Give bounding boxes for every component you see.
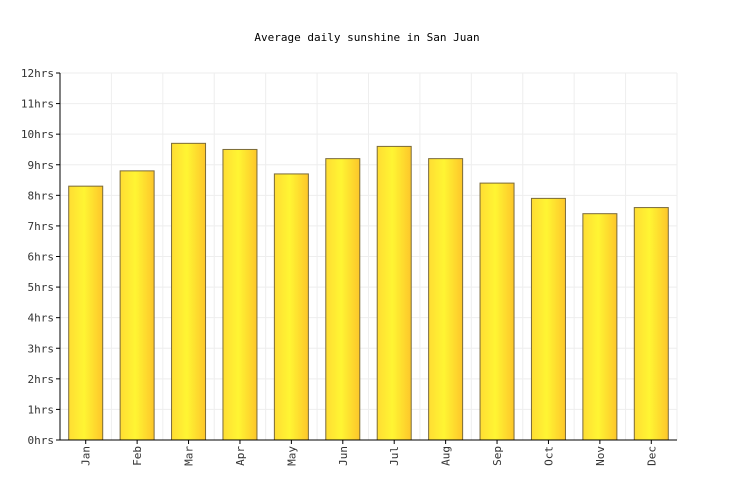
x-tick-label: Jun <box>337 446 350 466</box>
y-tick-label: 3hrs <box>28 342 55 355</box>
bar-sep <box>479 182 515 441</box>
y-tick-label: 4hrs <box>28 312 55 325</box>
y-tick-label: 6hrs <box>28 251 55 264</box>
bar-oct <box>530 197 566 441</box>
y-tick-label: 8hrs <box>28 189 55 202</box>
bar-dec <box>633 207 669 441</box>
y-tick-label: 10hrs <box>21 128 54 141</box>
bar-apr <box>222 148 258 441</box>
y-tick-label: 12hrs <box>21 67 54 80</box>
x-tick-label: May <box>285 446 298 466</box>
x-tick-label: Sep <box>491 446 504 466</box>
x-tick-label: Mar <box>183 446 196 466</box>
y-tick-label: 11hrs <box>21 98 54 111</box>
chart-title: Average daily sunshine in San Juan <box>254 31 479 44</box>
y-tick-label: 0hrs <box>28 434 55 447</box>
bar-mar <box>171 142 207 441</box>
x-tick-label: Dec <box>645 446 658 466</box>
bar-nov <box>582 213 618 441</box>
x-tick-label: Apr <box>234 446 247 466</box>
x-tick-label: Nov <box>594 446 607 466</box>
x-tick-label: Oct <box>542 446 555 466</box>
y-tick-label: 5hrs <box>28 281 55 294</box>
x-tick-label: Jan <box>80 446 93 466</box>
y-tick-label: 9hrs <box>28 159 55 172</box>
y-tick-label: 7hrs <box>28 220 55 233</box>
bar-aug <box>428 158 464 441</box>
x-tick-label: Jul <box>388 446 401 466</box>
bar-jun <box>325 158 361 441</box>
bar-jan <box>68 185 104 441</box>
x-tick-label: Feb <box>131 446 144 466</box>
y-axis-ticks: 0hrs 1hrs 2hrs 3hrs 4hrs 5hrs 6hrs 7hrs 8hrs 9hrs… <box>21 67 60 447</box>
bar-jul <box>376 145 412 441</box>
x-axis-ticks: Jan Feb Mar Apr May Jun Jul Aug Sep Oct Nov Dec <box>80 440 658 466</box>
bar-feb <box>119 170 155 441</box>
y-tick-label: 1hrs <box>28 403 55 416</box>
x-tick-label: Aug <box>440 446 453 466</box>
bar-may <box>273 173 309 441</box>
y-tick-label: 2hrs <box>28 373 55 386</box>
